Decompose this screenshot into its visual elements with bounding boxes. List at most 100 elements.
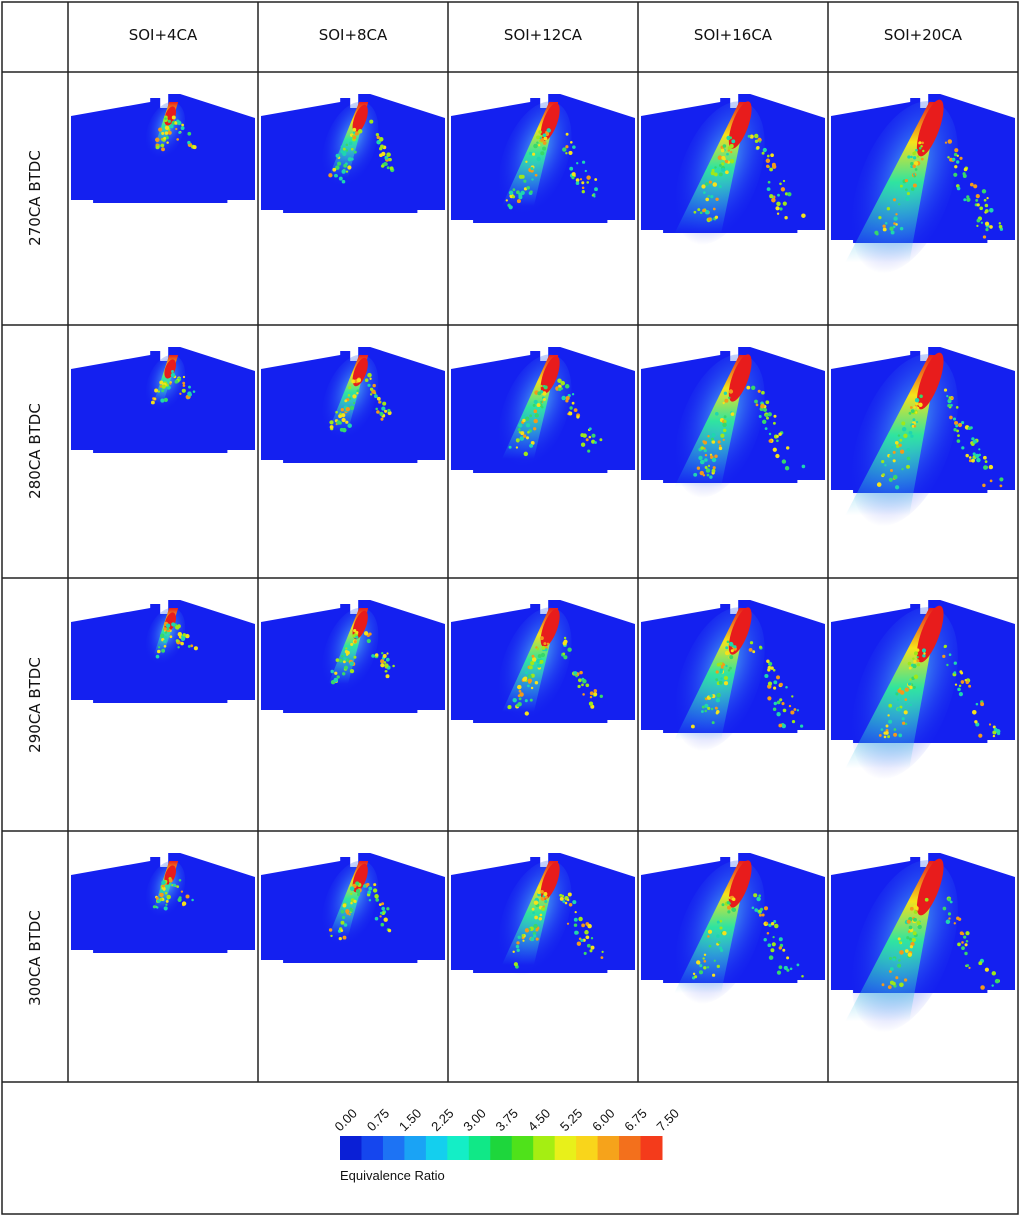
droplet bbox=[782, 179, 786, 183]
droplet bbox=[355, 635, 359, 639]
droplet bbox=[512, 195, 516, 199]
droplet bbox=[944, 141, 948, 144]
droplet bbox=[533, 900, 539, 905]
droplet bbox=[898, 203, 901, 206]
droplet bbox=[518, 423, 523, 428]
droplet bbox=[557, 378, 562, 383]
droplet bbox=[169, 882, 172, 885]
droplet bbox=[572, 145, 576, 149]
droplet bbox=[345, 909, 350, 914]
droplet bbox=[959, 156, 963, 160]
droplet bbox=[182, 375, 186, 379]
droplet bbox=[720, 162, 725, 166]
droplet bbox=[898, 687, 902, 690]
droplet bbox=[380, 164, 385, 168]
droplet bbox=[790, 710, 795, 715]
droplet bbox=[530, 440, 535, 445]
droplet bbox=[946, 663, 949, 667]
droplet bbox=[569, 166, 574, 171]
droplet bbox=[381, 406, 386, 411]
contour-panel bbox=[641, 347, 825, 498]
droplet bbox=[536, 156, 541, 162]
droplet bbox=[599, 438, 603, 442]
droplet bbox=[733, 645, 737, 649]
droplet bbox=[916, 655, 919, 659]
droplet bbox=[887, 735, 891, 739]
column-headers: SOI+4CA SOI+8CA SOI+12CA SOI+16CA SOI+20… bbox=[129, 26, 963, 44]
droplet bbox=[892, 981, 896, 986]
droplet bbox=[368, 886, 373, 891]
droplet bbox=[718, 444, 722, 448]
row-labels: 270CA BTDC 280CA BTDC 290CA BTDC 300CA B… bbox=[26, 150, 44, 1006]
droplet bbox=[368, 898, 372, 902]
droplet bbox=[721, 167, 726, 172]
droplet bbox=[731, 897, 736, 901]
droplet bbox=[711, 440, 716, 444]
droplet bbox=[546, 128, 551, 133]
droplet bbox=[960, 680, 965, 684]
droplet bbox=[705, 468, 711, 473]
droplet bbox=[345, 149, 349, 152]
droplet bbox=[781, 723, 787, 729]
droplet bbox=[387, 928, 392, 933]
droplet bbox=[899, 438, 903, 442]
droplet bbox=[593, 195, 596, 198]
droplet bbox=[958, 684, 962, 688]
droplet bbox=[716, 693, 721, 698]
droplet bbox=[704, 703, 709, 709]
droplet bbox=[349, 668, 355, 674]
droplet bbox=[353, 655, 357, 659]
droplet bbox=[975, 198, 979, 202]
droplet bbox=[965, 680, 970, 685]
droplet bbox=[915, 401, 919, 406]
droplet bbox=[759, 645, 762, 649]
droplet bbox=[155, 654, 160, 659]
contour-panels bbox=[71, 94, 1015, 1033]
droplet bbox=[729, 666, 732, 670]
column-header: SOI+16CA bbox=[694, 26, 773, 44]
droplet bbox=[516, 941, 520, 945]
droplet bbox=[187, 140, 191, 145]
droplet bbox=[999, 484, 1003, 488]
droplet bbox=[336, 420, 341, 425]
droplet bbox=[169, 124, 174, 129]
droplet bbox=[912, 164, 916, 168]
droplet bbox=[178, 878, 182, 882]
droplet bbox=[375, 407, 378, 411]
droplet bbox=[334, 671, 338, 675]
droplet bbox=[352, 394, 357, 399]
droplet bbox=[717, 440, 721, 444]
droplet bbox=[508, 190, 514, 196]
droplet bbox=[914, 906, 919, 910]
droplet bbox=[565, 152, 568, 155]
droplet bbox=[159, 380, 164, 385]
droplet bbox=[374, 394, 378, 399]
droplet bbox=[883, 731, 887, 735]
droplet bbox=[921, 141, 924, 145]
droplet bbox=[882, 473, 885, 477]
droplet bbox=[777, 193, 780, 197]
droplet-cloud bbox=[691, 893, 804, 980]
droplet bbox=[586, 175, 591, 180]
column-header: SOI+8CA bbox=[319, 26, 388, 44]
droplet bbox=[348, 913, 351, 916]
droplet bbox=[965, 453, 969, 458]
droplet bbox=[988, 464, 994, 470]
droplet bbox=[899, 449, 905, 454]
contour-panel bbox=[831, 600, 1015, 780]
droplet bbox=[915, 648, 920, 652]
droplet bbox=[912, 418, 916, 422]
droplet bbox=[878, 215, 882, 220]
droplet-cloud bbox=[693, 133, 806, 223]
droplet bbox=[531, 178, 534, 181]
droplet bbox=[543, 136, 548, 141]
droplet bbox=[772, 707, 777, 712]
droplet bbox=[159, 633, 165, 638]
rich-core bbox=[728, 860, 752, 908]
droplet bbox=[345, 650, 350, 655]
droplet bbox=[916, 920, 921, 926]
droplet bbox=[533, 399, 538, 404]
droplet bbox=[586, 181, 590, 184]
droplet bbox=[912, 931, 917, 936]
droplet bbox=[913, 917, 917, 922]
